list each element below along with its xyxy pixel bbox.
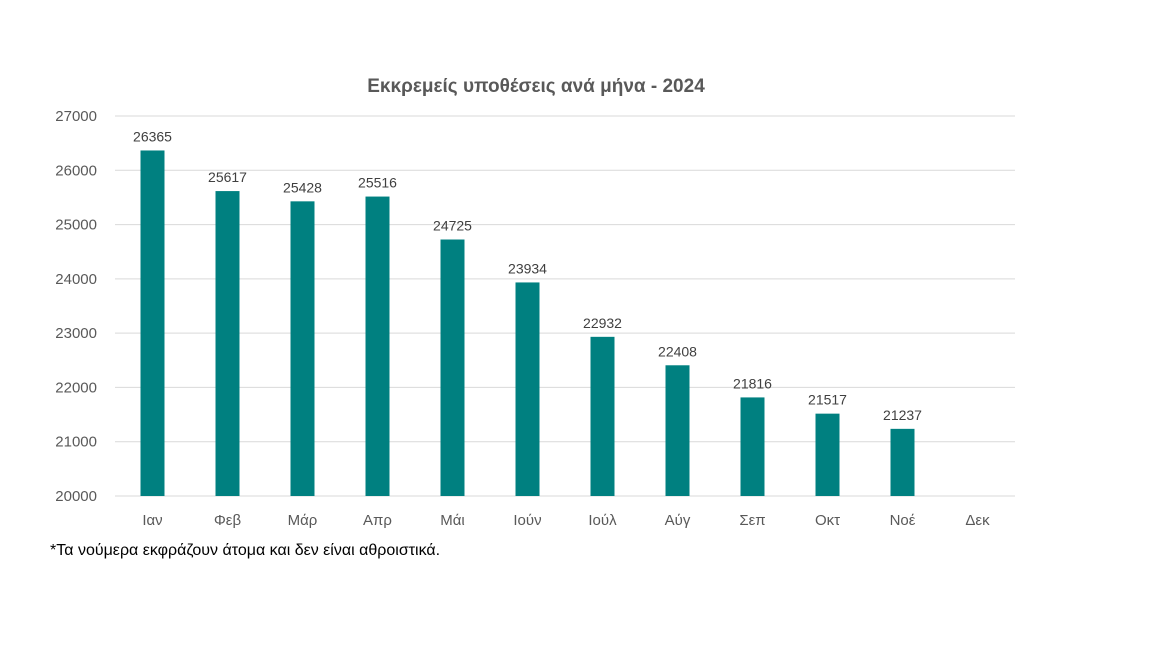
x-tick-label: Δεκ: [965, 512, 990, 529]
x-tick-label: Οκτ: [815, 512, 840, 529]
y-tick-label: 22000: [55, 379, 97, 396]
data-label: 26365: [133, 128, 172, 144]
data-label: 25428: [283, 179, 322, 195]
x-tick-label: Σεπ: [739, 512, 765, 529]
x-tick-label: Απρ: [363, 512, 392, 529]
x-tick-label: Μάρ: [288, 512, 318, 529]
x-tick-label: Ιούν: [513, 512, 541, 529]
y-axis-ticks: 20000 21000 22000 23000 24000 25000 26000 27000: [55, 108, 97, 505]
y-tick-label: 21000: [55, 434, 97, 451]
bar: [290, 201, 315, 496]
bars: [140, 150, 915, 496]
x-tick-label: Ιαν: [142, 512, 162, 529]
data-labels: 26365 25617 25428 25516 24725 23934 22932 22408…: [133, 128, 922, 422]
data-label: 21816: [733, 375, 772, 391]
gridlines: [115, 115, 1015, 497]
data-label: 23934: [508, 260, 547, 276]
y-tick-label: 24000: [55, 271, 97, 288]
data-label: 21517: [808, 392, 847, 408]
x-tick-label: Ιούλ: [588, 512, 617, 529]
bar: [665, 365, 690, 496]
bar: [890, 428, 915, 496]
x-tick-label: Νοέ: [890, 512, 916, 529]
data-label: 22932: [583, 315, 622, 331]
x-tick-label: Φεβ: [214, 512, 242, 529]
y-tick-label: 20000: [55, 488, 97, 505]
data-label: 21237: [883, 407, 922, 423]
x-tick-label: Αύγ: [665, 512, 691, 529]
bar: [365, 196, 390, 496]
bar: [590, 336, 615, 496]
data-label: 24725: [433, 218, 472, 234]
y-tick-label: 23000: [55, 325, 97, 342]
y-tick-label: 26000: [55, 162, 97, 179]
data-label: 22408: [658, 343, 697, 359]
bar: [740, 397, 765, 496]
bar: [815, 413, 840, 496]
bar: [440, 239, 465, 496]
x-tick-label: Μάι: [440, 512, 465, 529]
bar: [515, 282, 540, 496]
x-axis-ticks: Ιαν Φεβ Μάρ Απρ Μάι Ιούν Ιούλ Αύγ Σεπ Οκτ Νοέ Δεκ: [142, 512, 990, 529]
footnote: *Τα νούμερα εκφράζουν άτομα και δεν είνα…: [50, 542, 441, 559]
data-label: 25617: [208, 169, 247, 185]
y-tick-label: 27000: [55, 108, 97, 125]
y-tick-label: 25000: [55, 217, 97, 234]
chart-title: Εκκρεμείς υποθέσεις ανά μήνα - 2024: [367, 76, 705, 97]
bar: [215, 191, 240, 496]
bar: [140, 150, 165, 496]
data-label: 25516: [358, 175, 397, 191]
